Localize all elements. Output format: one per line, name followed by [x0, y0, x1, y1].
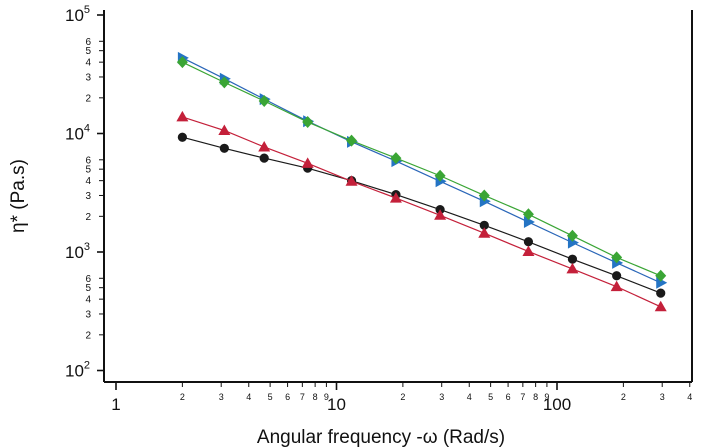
x-minor-tick-label: 2 — [621, 392, 626, 402]
data-point — [346, 134, 358, 147]
data-point — [258, 95, 270, 108]
data-point — [302, 116, 314, 129]
x-minor-tick-label: 3 — [439, 392, 444, 402]
plot-frame — [103, 10, 693, 383]
y-minor-tick-label: 5 — [85, 46, 91, 57]
x-axis-ticks: 11010023456789234567892345 — [111, 382, 692, 414]
data-point — [218, 76, 230, 89]
y-minor-tick-label: 6 — [85, 274, 91, 285]
x-minor-tick-label: 8 — [533, 392, 538, 402]
y-axis-title: η* (Pa.s) — [8, 159, 29, 233]
x-minor-tick-label: 4 — [687, 392, 692, 402]
data-point — [259, 153, 269, 163]
data-point — [478, 227, 491, 238]
data-point — [176, 110, 189, 122]
x-major-tick-label: 1 — [111, 395, 120, 414]
series-triangle-right — [177, 51, 668, 289]
x-minor-tick-label: 8 — [313, 392, 318, 402]
data-point — [218, 124, 231, 136]
y-minor-tick-label: 4 — [85, 58, 91, 69]
data-point — [434, 209, 447, 220]
data-point — [610, 280, 623, 292]
x-minor-tick-label: 9 — [544, 392, 549, 402]
x-minor-tick-label: 2 — [180, 392, 185, 402]
y-minor-tick-label: 6 — [85, 155, 91, 166]
series-line — [182, 61, 661, 277]
data-point — [389, 192, 402, 203]
series-line — [182, 136, 661, 294]
y-major-tick-label: 103 — [65, 241, 90, 262]
data-point — [522, 245, 535, 256]
x-axis-title: Angular frequency -ω (Rad/s) — [257, 427, 505, 448]
y-minor-tick-label: 6 — [85, 37, 91, 48]
data-point — [566, 229, 578, 242]
data-point — [656, 288, 666, 298]
data-point — [219, 143, 229, 153]
data-point — [390, 152, 402, 165]
data-point — [177, 132, 187, 142]
x-minor-tick-label: 3 — [660, 392, 665, 402]
series-line — [182, 57, 661, 284]
x-major-tick-label: 10 — [327, 395, 346, 414]
x-minor-tick-label: 3 — [219, 392, 224, 402]
y-minor-tick-label: 4 — [85, 176, 91, 187]
data-point — [655, 269, 667, 282]
data-point — [176, 56, 188, 69]
data-point — [478, 189, 490, 202]
series-line — [182, 116, 661, 308]
y-minor-tick-label: 2 — [85, 93, 91, 104]
x-minor-tick-label: 2 — [400, 392, 405, 402]
y-major-tick-label: 105 — [65, 4, 90, 25]
y-minor-tick-label: 3 — [85, 191, 91, 202]
series-diamond — [176, 56, 667, 282]
data-point — [345, 175, 358, 186]
data-point — [522, 208, 534, 221]
x-minor-tick-label: 5 — [488, 392, 493, 402]
data-point — [566, 262, 579, 274]
data-point — [612, 271, 622, 281]
data-point — [567, 254, 578, 264]
series-circle — [177, 132, 666, 298]
y-minor-tick-label: 5 — [85, 165, 91, 176]
data-point — [523, 216, 535, 229]
y-major-tick-label: 102 — [65, 360, 90, 381]
series-layer — [176, 51, 668, 312]
x-minor-tick-label: 7 — [520, 392, 525, 402]
data-point — [479, 220, 489, 230]
x-major-tick-label: 100 — [543, 395, 571, 414]
x-minor-tick-label: 6 — [506, 392, 511, 402]
y-minor-tick-label: 2 — [85, 330, 91, 341]
x-minor-tick-label: 9 — [324, 392, 329, 402]
x-minor-tick-label: 4 — [467, 392, 472, 402]
y-minor-tick-label: 4 — [85, 295, 91, 306]
x-minor-tick-label: 6 — [285, 392, 290, 402]
y-major-tick-label: 104 — [65, 123, 90, 144]
data-point — [523, 237, 534, 247]
y-minor-tick-label: 3 — [85, 72, 91, 83]
data-point — [654, 300, 667, 312]
data-point — [434, 169, 446, 182]
data-point — [611, 251, 623, 264]
x-minor-tick-label: 5 — [268, 392, 273, 402]
y-minor-tick-label: 3 — [85, 309, 91, 320]
y-minor-tick-label: 5 — [85, 283, 91, 294]
data-point — [258, 140, 271, 152]
x-minor-tick-label: 7 — [300, 392, 305, 402]
y-minor-tick-label: 2 — [85, 212, 91, 223]
series-triangle-up — [176, 110, 667, 312]
x-minor-tick-label: 4 — [246, 392, 251, 402]
data-point — [301, 157, 314, 168]
